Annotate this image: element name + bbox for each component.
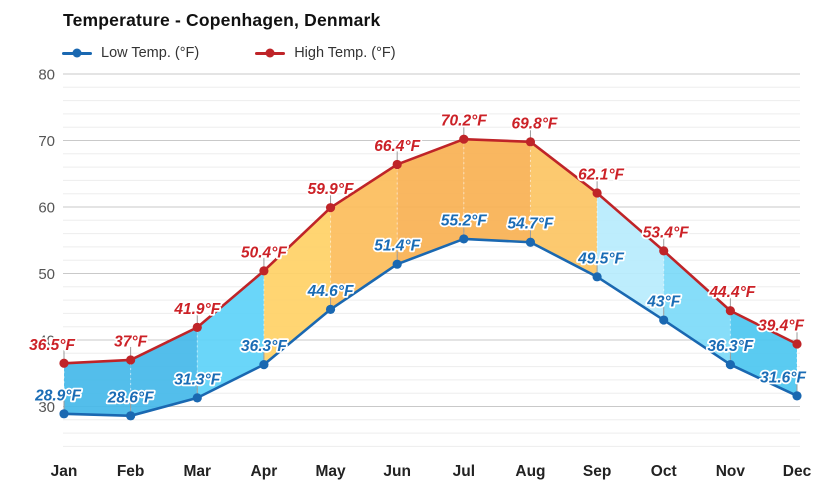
low-point-oct[interactable] [659, 315, 669, 325]
low-temp-label-jan: 28.9°F [34, 387, 81, 404]
y-axis-tick-70: 70 [38, 133, 55, 150]
low-temp-label-jun: 51.4°F [374, 238, 420, 255]
low-temp-line [62, 237, 799, 418]
x-axis-label-sep: Sep [583, 463, 611, 480]
y-axis-tick-80: 80 [38, 67, 55, 84]
high-temp-label-sep: 62.1°F [578, 167, 624, 184]
high-temp-label-jan: 36.5°F [29, 337, 75, 354]
low-temp-label-may: 44.6°F [307, 283, 354, 300]
x-axis-label-nov: Nov [716, 463, 746, 480]
low-temp-label-apr: 36.3°F [241, 338, 287, 355]
high-temp-label-nov: 44.4°F [708, 284, 755, 301]
area-band-jul [463, 139, 531, 243]
area-band-may [330, 164, 398, 310]
low-point-mar[interactable] [192, 393, 202, 403]
low-temp-label-jul: 55.2°F [441, 212, 487, 229]
y-axis-tick-50: 50 [38, 266, 55, 283]
high-temp-label-jul: 70.2°F [441, 113, 487, 130]
low-temp-label-aug: 54.7°F [508, 216, 554, 233]
high-point-may[interactable] [325, 203, 336, 213]
low-temp-label-mar: 31.3°F [174, 371, 220, 388]
high-temp-label-aug: 69.8°F [512, 115, 558, 132]
high-point-sep[interactable] [592, 188, 602, 198]
high-point-jan[interactable] [59, 358, 69, 368]
legend-label-high: High Temp. (°F) [294, 45, 396, 61]
high-temp-label-mar: 41.9°F [173, 301, 220, 318]
legend-item-low[interactable]: Low Temp. (°F) [62, 45, 199, 61]
high-temp-label-may: 59.9°F [308, 181, 354, 198]
high-point-dec[interactable] [792, 339, 802, 349]
high-point-nov[interactable] [725, 306, 735, 316]
legend-label-low: Low Temp. (°F) [101, 45, 200, 61]
legend: Low Temp. (°F) High Temp. (°F) [62, 45, 452, 61]
area-band-mar [197, 270, 264, 398]
low-point-jul[interactable] [459, 234, 469, 244]
low-point-jun[interactable] [392, 259, 402, 269]
high-point-jul[interactable] [459, 134, 469, 144]
x-axis-label-apr: Apr [251, 463, 278, 480]
legend-item-high[interactable]: High Temp. (°F) [255, 45, 396, 61]
area-band-aug [530, 141, 598, 277]
low-temp-label-nov: 36.3°F [707, 338, 753, 355]
high-temp-label-dec: 39.4°F [758, 317, 804, 334]
high-point-apr[interactable] [259, 266, 269, 276]
area-band-jan [64, 359, 131, 416]
chart-title: Temperature - Copenhagen, Denmark [63, 10, 381, 30]
low-temp-label-feb: 28.6°F [107, 389, 154, 406]
low-temp-legend-marker-icon [62, 48, 92, 58]
area-band-oct [663, 250, 731, 365]
high-point-mar[interactable] [192, 322, 202, 332]
low-point-aug[interactable] [525, 237, 536, 247]
high-temp-line [62, 137, 799, 365]
low-point-sep[interactable] [592, 272, 602, 282]
low-temp-label-oct: 43°F [646, 294, 680, 311]
low-point-nov[interactable] [725, 360, 735, 370]
x-axis-label-may: May [315, 463, 346, 480]
x-axis-label-aug: Aug [515, 463, 545, 480]
high-temp-label-oct: 53.4°F [643, 224, 689, 241]
x-axis-label-dec: Dec [783, 463, 812, 480]
low-point-jan[interactable] [59, 409, 69, 419]
y-axis-tick-30: 30 [38, 399, 55, 416]
low-point-dec[interactable] [792, 391, 802, 401]
high-point-aug[interactable] [525, 137, 536, 147]
high-point-feb[interactable] [126, 355, 136, 365]
low-point-may[interactable] [325, 304, 336, 315]
y-axis-tick-40: 40 [38, 333, 55, 350]
high-temp-label-apr: 50.4°F [241, 244, 287, 261]
y-axis-tick-60: 60 [38, 200, 55, 217]
x-axis-label-oct: Oct [651, 463, 677, 480]
area-band-apr [263, 207, 331, 365]
low-point-apr[interactable] [259, 360, 269, 370]
high-temp-legend-marker-icon [255, 48, 286, 58]
high-point-oct[interactable] [659, 246, 669, 256]
low-point-feb[interactable] [126, 411, 136, 421]
high-temp-label-jun: 66.4°F [374, 138, 420, 155]
area-band-nov [730, 310, 797, 396]
x-axis-label-mar: Mar [183, 463, 211, 480]
x-axis-label-feb: Feb [117, 463, 145, 480]
area-band-jun [397, 139, 464, 265]
low-temp-label-sep: 49.5°F [577, 250, 624, 267]
area-band-sep [597, 193, 664, 321]
high-point-jun[interactable] [392, 159, 402, 170]
x-axis-label-jan: Jan [51, 463, 78, 480]
x-axis-label-jul: Jul [453, 463, 475, 480]
area-band-feb [130, 327, 198, 416]
high-temp-label-feb: 37°F [114, 333, 147, 350]
x-axis-label-jun: Jun [383, 463, 411, 480]
low-temp-label-dec: 31.6°F [760, 369, 806, 386]
